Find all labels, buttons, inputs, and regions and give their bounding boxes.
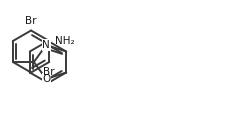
- Text: O: O: [42, 74, 50, 84]
- Text: N: N: [42, 40, 50, 50]
- Text: Br: Br: [25, 16, 37, 26]
- Text: Br: Br: [43, 67, 55, 77]
- Text: NH₂: NH₂: [55, 36, 75, 46]
